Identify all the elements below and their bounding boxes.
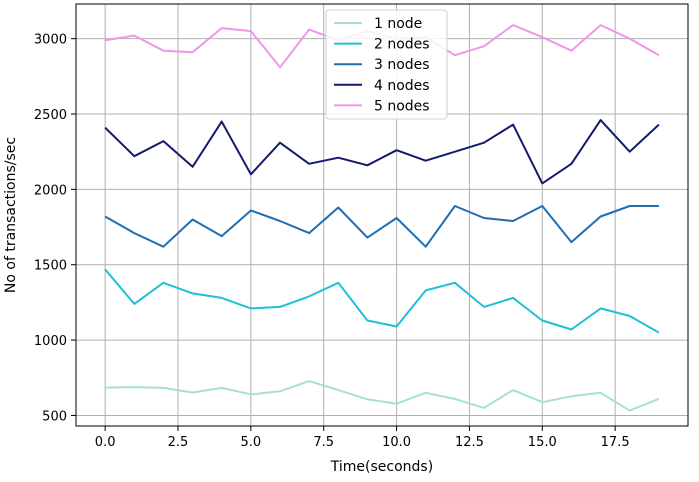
legend-label-1-node: 1 node (374, 16, 422, 32)
series-line-4-nodes (104, 119, 660, 185)
series-line-3-nodes (104, 205, 659, 248)
y-tick-label: 2500 (34, 108, 67, 123)
y-tick-label: 2000 (34, 183, 67, 198)
series-line-1-node (105, 380, 660, 412)
y-axis: 500 1000 1500 2000 2500 3000 (34, 33, 76, 424)
y-tick-label: 500 (42, 409, 67, 424)
x-tick-label: 15.0 (528, 435, 557, 450)
x-tick-label: 17.5 (601, 435, 630, 450)
series-line-2-nodes (104, 268, 660, 334)
legend-label-5-nodes: 5 nodes (374, 98, 430, 114)
legend-label-2-nodes: 2 nodes (374, 37, 430, 53)
legend: 1 node 2 nodes 3 nodes 4 nodes 5 nodes (325, 9, 448, 120)
x-tick-label: 0.0 (95, 435, 116, 450)
series-lines (104, 24, 660, 412)
plot-frame (75, 3, 689, 427)
y-tick-label: 3000 (34, 33, 67, 48)
x-axis: 0.0 2.5 5.0 7.5 10.0 12.5 15.0 17.5 (95, 426, 630, 450)
x-tick-label: 2.5 (168, 435, 189, 450)
x-axis-label: Time(seconds) (330, 459, 433, 475)
x-tick-label: 7.5 (313, 435, 334, 450)
y-tick-label: 1000 (34, 334, 67, 349)
x-tick-label: 12.5 (455, 435, 484, 450)
legend-label-4-nodes: 4 nodes (374, 78, 430, 94)
y-axis-label: No of transactions/sec (3, 137, 19, 293)
legend-label-3-nodes: 3 nodes (374, 57, 430, 73)
x-tick-label: 10.0 (382, 435, 411, 450)
x-tick-label: 5.0 (241, 435, 262, 450)
legend-box (325, 9, 448, 120)
y-tick-label: 1500 (34, 259, 67, 274)
